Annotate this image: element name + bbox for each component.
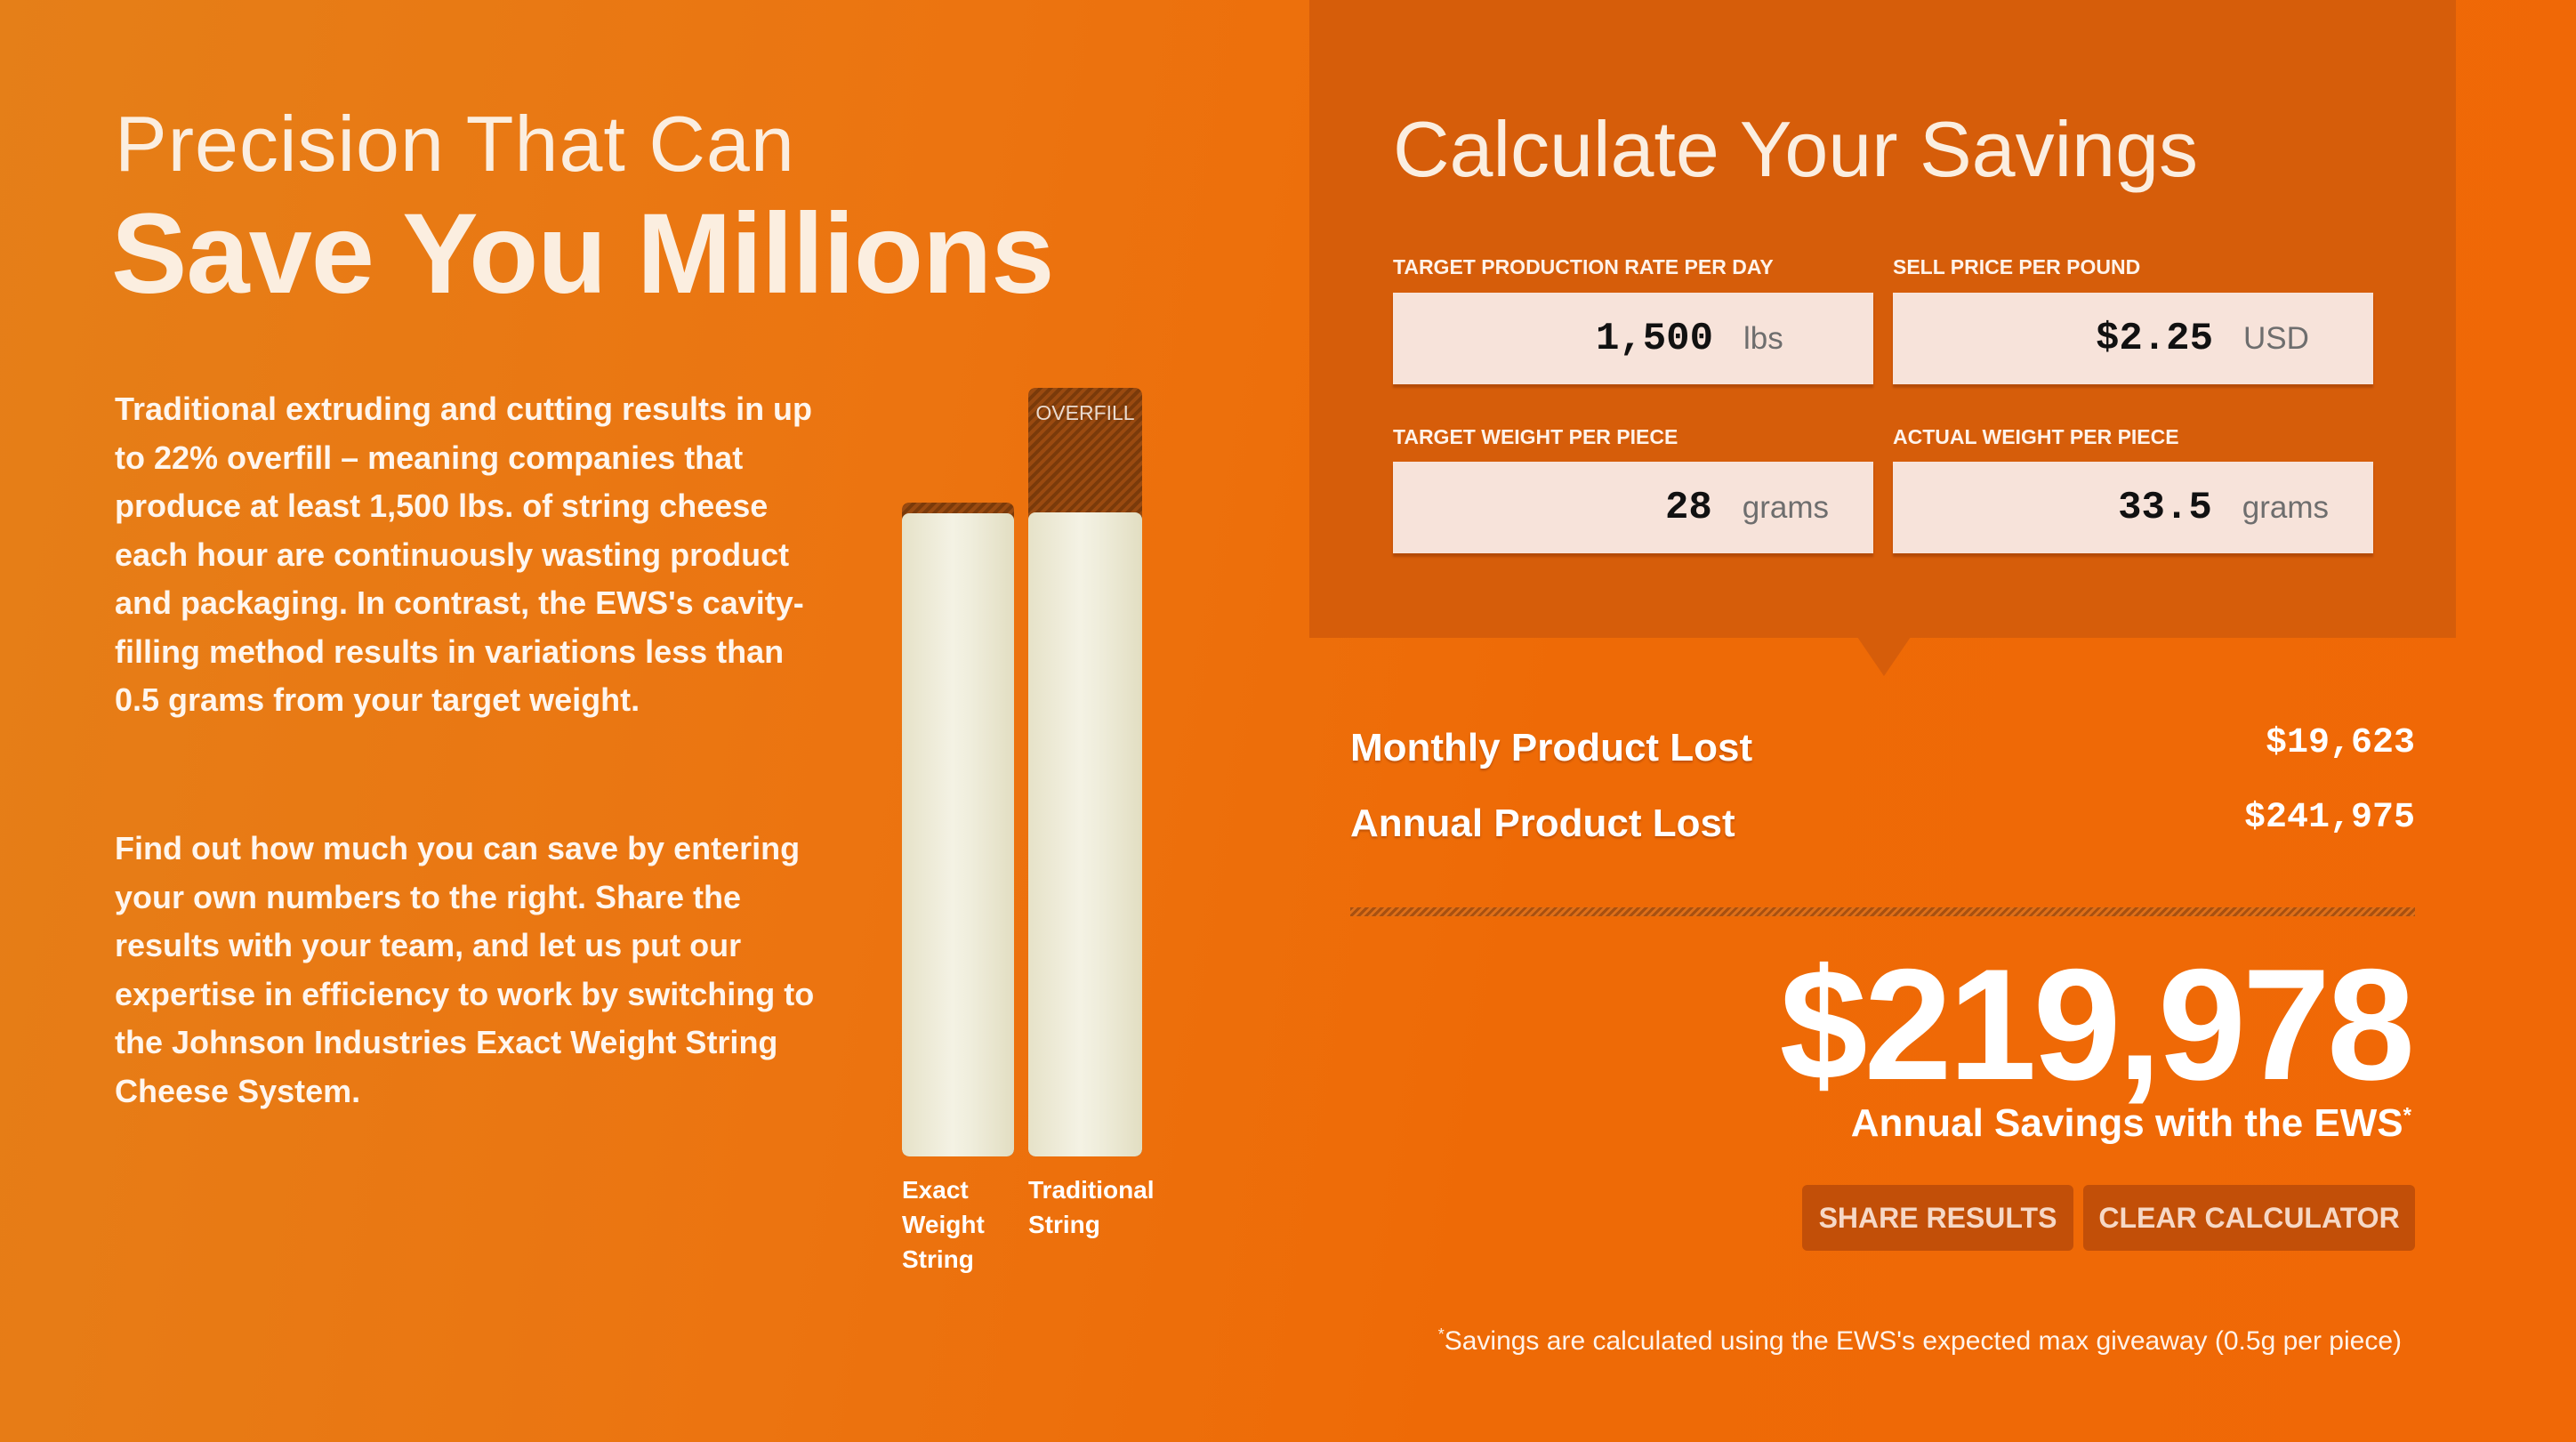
unit-usd: USD bbox=[2243, 320, 2309, 356]
unit-grams: grams bbox=[2242, 489, 2329, 525]
calculator-title: Calculate Your Savings bbox=[1393, 105, 2199, 193]
actual-weight-input[interactable]: 33.5 grams bbox=[1893, 462, 2373, 553]
unit-lbs: lbs bbox=[1743, 320, 1783, 356]
exact-weight-bar bbox=[902, 503, 1014, 1156]
annual-lost-value: $241,975 bbox=[2243, 798, 2415, 838]
production-rate-label: TARGET PRODUCTION RATE PER DAY bbox=[1393, 255, 1774, 278]
monthly-lost-label: Monthly Product Lost bbox=[1350, 726, 1753, 769]
traditional-cheese-fill bbox=[1028, 512, 1142, 1156]
hero-title-light: Precision That Can bbox=[115, 100, 795, 188]
sell-price-input[interactable]: $2.25 USD bbox=[1893, 293, 2373, 384]
annual-lost-label: Annual Product Lost bbox=[1350, 802, 1735, 845]
hero-paragraph-2: Find out how much you can save by enteri… bbox=[115, 830, 815, 1109]
panel-pointer bbox=[1857, 637, 1911, 676]
target-weight-value: 28 bbox=[1664, 485, 1712, 530]
traditional-bar: OVERFILL bbox=[1028, 388, 1142, 1156]
production-rate-input[interactable]: 1,500 lbs bbox=[1393, 293, 1873, 384]
results-divider bbox=[1350, 907, 2415, 916]
hero-title-bold: Save You Millions bbox=[111, 190, 1054, 318]
target-weight-input[interactable]: 28 grams bbox=[1393, 462, 1873, 553]
production-rate-value: 1,500 bbox=[1595, 316, 1713, 361]
savings-label-text: Annual Savings with the EWS bbox=[1850, 1101, 2403, 1145]
sell-price-label: SELL PRICE PER POUND bbox=[1893, 255, 2141, 278]
target-weight-label: TARGET WEIGHT PER PIECE bbox=[1393, 425, 1678, 448]
footnote: *Savings are calculated using the EWS's … bbox=[1438, 1325, 2402, 1357]
exact-weight-label: Exact Weight String bbox=[902, 1176, 985, 1273]
asterisk: * bbox=[2403, 1103, 2411, 1128]
share-results-button[interactable]: SHARE RESULTS bbox=[1802, 1185, 2073, 1251]
annual-savings-label: Annual Savings with the EWS* bbox=[1851, 1101, 2411, 1146]
traditional-label: Traditional String bbox=[1028, 1176, 1155, 1238]
actual-weight-label: ACTUAL WEIGHT PER PIECE bbox=[1893, 425, 2179, 448]
unit-grams: grams bbox=[1742, 489, 1829, 525]
sell-price-value: $2.25 bbox=[2095, 316, 2213, 361]
monthly-lost-value: $19,623 bbox=[2265, 723, 2415, 763]
clear-calculator-button[interactable]: CLEAR CALCULATOR bbox=[2083, 1185, 2415, 1251]
actual-weight-value: 33.5 bbox=[2118, 485, 2212, 530]
hero-paragraph-1: Traditional extruding and cutting result… bbox=[115, 391, 813, 718]
asterisk: * bbox=[1437, 1325, 1445, 1343]
exact-cheese-fill bbox=[902, 513, 1014, 1156]
overfill-label: OVERFILL bbox=[1035, 401, 1135, 424]
annual-savings-value: $219,978 bbox=[1779, 936, 2415, 1113]
footnote-text: Savings are calculated using the EWS's e… bbox=[1444, 1326, 2402, 1356]
